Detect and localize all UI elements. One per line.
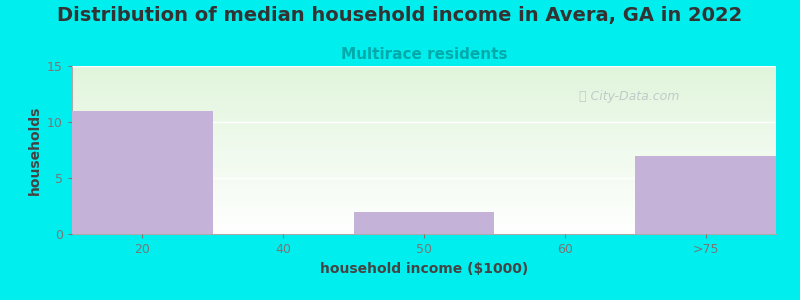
Bar: [72, 111, 213, 234]
Title: Multirace residents: Multirace residents: [341, 47, 507, 62]
Y-axis label: households: households: [27, 105, 42, 195]
Bar: [635, 156, 776, 234]
Bar: [354, 212, 494, 234]
Text: Distribution of median household income in Avera, GA in 2022: Distribution of median household income …: [58, 6, 742, 25]
Text: ⓘ City-Data.com: ⓘ City-Data.com: [579, 90, 679, 103]
X-axis label: household income ($1000): household income ($1000): [320, 262, 528, 276]
